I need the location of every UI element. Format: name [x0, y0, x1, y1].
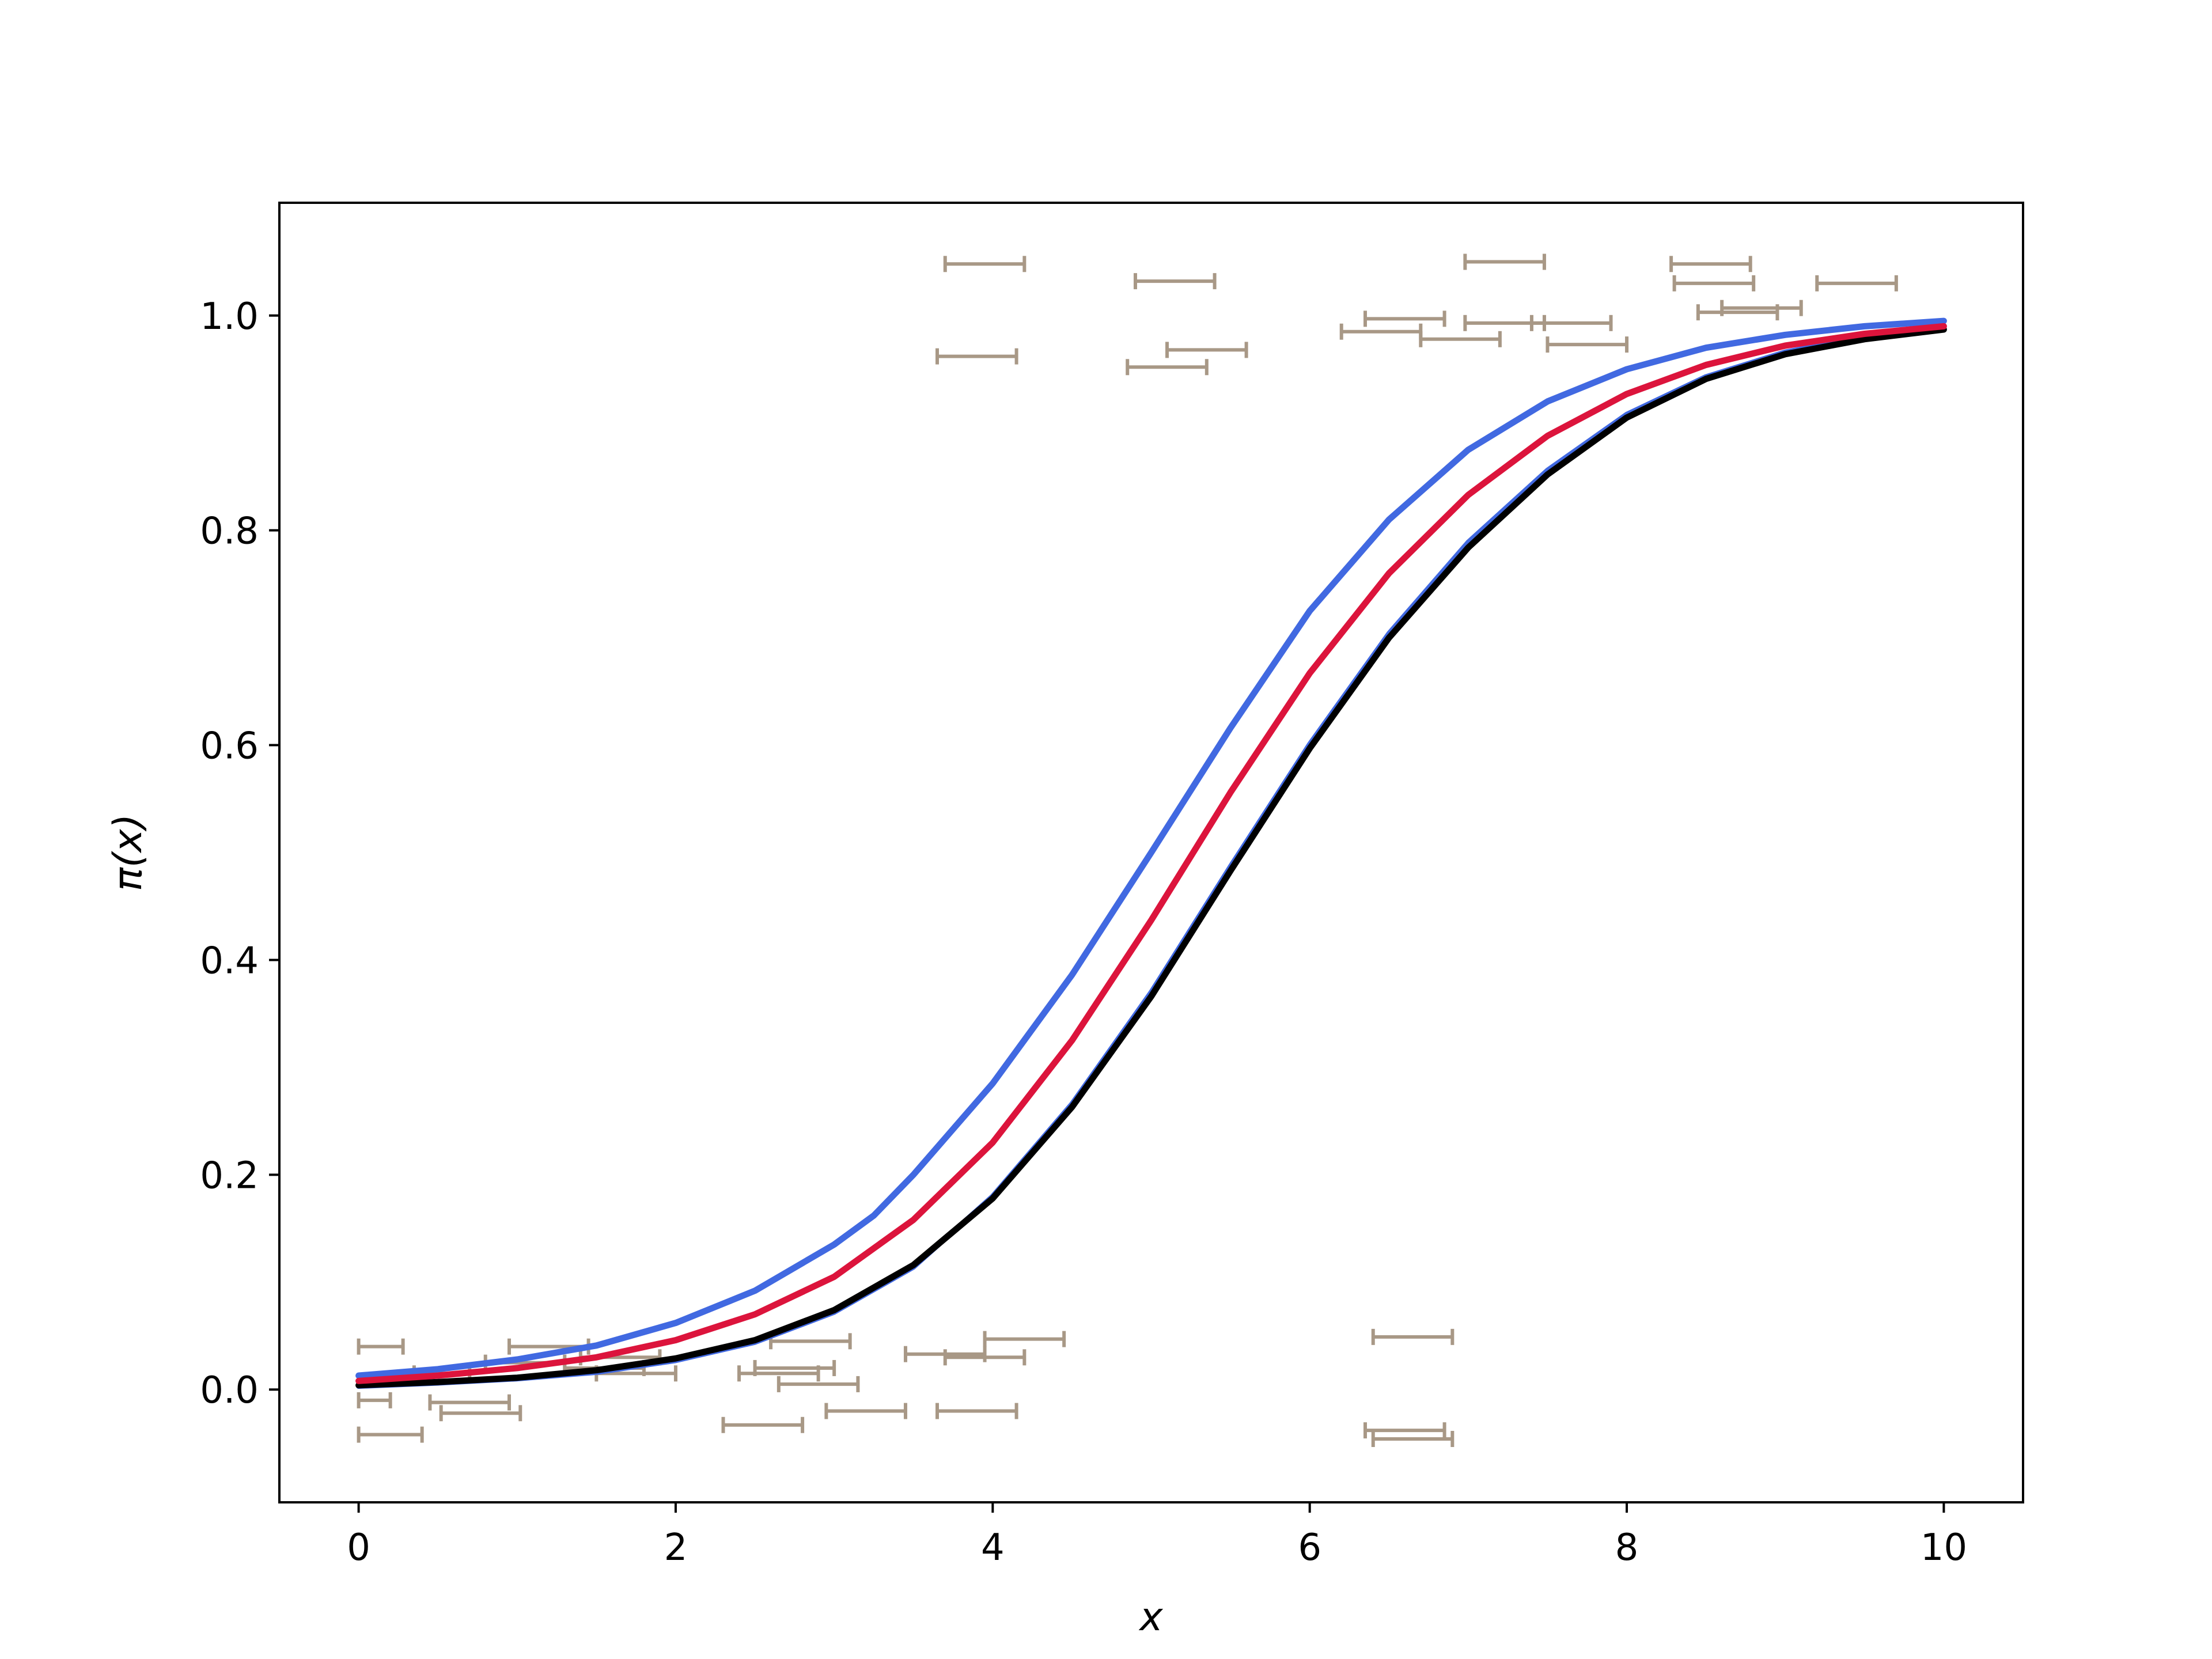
y-tick-label: 0.2: [200, 1154, 259, 1197]
y-tick-label: 1.0: [200, 296, 259, 338]
x-axis-label: x: [1138, 1594, 1163, 1640]
data-interval-18: [943, 1349, 1027, 1366]
curves: [355, 317, 1947, 1389]
data-interval-30: [1371, 1430, 1455, 1447]
band-upper-line: [355, 317, 1947, 1379]
data-interval-23: [1133, 273, 1217, 290]
data-interval-34: [1529, 315, 1613, 331]
y-tick-label: 0.0: [200, 1369, 259, 1412]
y-axis-ticks: 0.0 0.2 0.4 0.6 0.8 1.0: [200, 296, 279, 1412]
data-interval-0: [357, 1338, 405, 1355]
data-interval-25: [1165, 342, 1248, 358]
data-interval-16: [824, 1403, 907, 1419]
data-interval-15: [777, 1376, 860, 1392]
data-interval-28: [1371, 1328, 1455, 1345]
data-interval-32: [1463, 253, 1546, 270]
data-interval-36: [1669, 256, 1752, 272]
x-tick-label: 6: [1298, 1527, 1321, 1569]
data-interval-31: [1419, 331, 1502, 347]
x-tick-label: 2: [664, 1527, 688, 1569]
x-tick-label: 8: [1615, 1527, 1639, 1569]
data-interval-21: [943, 256, 1027, 272]
data-interval-20: [983, 1331, 1066, 1347]
x-tick-label: 0: [347, 1527, 370, 1569]
data-interval-24: [1126, 359, 1209, 376]
data-interval-40: [1815, 275, 1898, 291]
data-interval-35: [1546, 336, 1629, 353]
data-interval-19: [935, 1403, 1018, 1419]
black-curve-line: [355, 326, 1947, 1389]
data-interval-1: [357, 1392, 392, 1408]
x-axis-ticks: 0 2 4 6 8 10: [347, 1502, 1967, 1569]
data-interval-39: [1720, 300, 1803, 316]
crimson-curve-line: [355, 323, 1947, 1384]
y-tick-label: 0.8: [200, 510, 259, 553]
data-interval-37: [1672, 275, 1756, 291]
y-axis-label: π(x): [105, 814, 151, 891]
x-tick-label: 4: [981, 1527, 1005, 1569]
data-interval-11: [721, 1416, 805, 1433]
data-interval-4: [428, 1394, 512, 1411]
data-interval-2: [357, 1426, 424, 1443]
x-tick-label: 10: [1921, 1527, 1967, 1569]
y-tick-label: 0.6: [200, 725, 259, 768]
data-interval-27: [1363, 310, 1446, 327]
data-interval-29: [1363, 1422, 1446, 1439]
data-interval-13: [753, 1359, 836, 1376]
data-interval-5: [439, 1405, 522, 1422]
y-tick-label: 0.4: [200, 940, 259, 982]
plot-frame: [278, 202, 2024, 1503]
data-interval-22: [935, 348, 1018, 365]
